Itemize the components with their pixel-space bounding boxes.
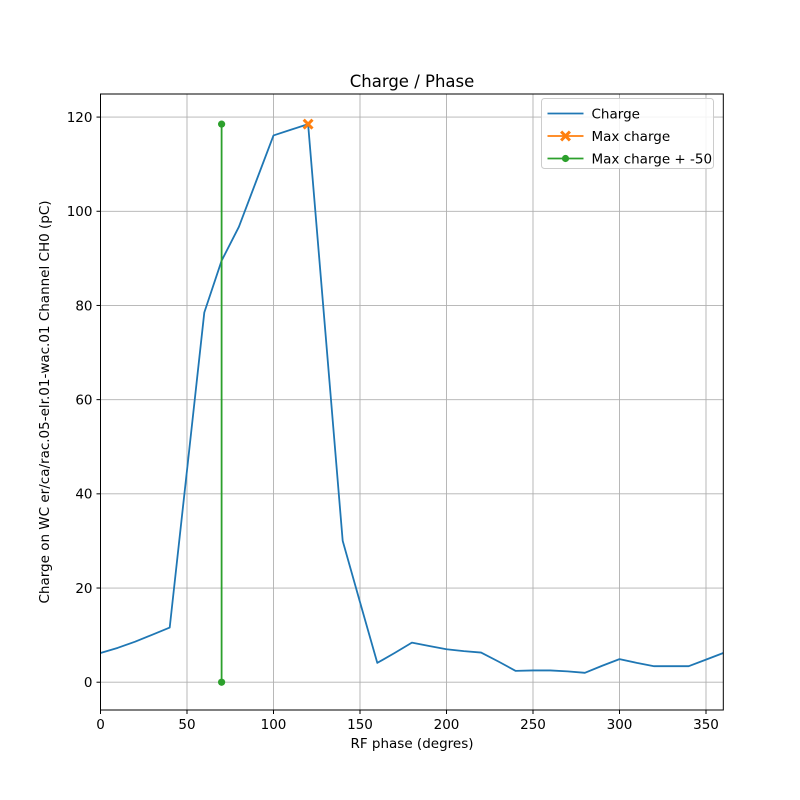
y-tick-label: 80 [75, 298, 92, 314]
data-point-marker [218, 678, 226, 686]
legend-row: Max charge [547, 129, 671, 145]
series-line [100, 123, 724, 674]
series-max-charge [302, 118, 314, 130]
gridlines [100, 94, 724, 710]
data-point-marker [302, 118, 314, 130]
x-ticks: 0 50 100 150 200 250 300 350 [96, 710, 719, 733]
data-point-marker [218, 120, 226, 128]
legend-swatch-marker [561, 154, 570, 163]
legend-label: Max charge [592, 129, 671, 145]
y-tick-label: 100 [67, 204, 93, 220]
x-tick-label: 100 [261, 717, 287, 733]
y-tick-label: 20 [75, 581, 92, 597]
x-tick-label: 150 [347, 717, 373, 733]
x-tick-label: 250 [520, 717, 546, 733]
legend-swatch-marker [560, 130, 571, 142]
legend-row: Charge [547, 106, 640, 122]
y-tick-label: 120 [67, 110, 93, 126]
legend: Charge Max charge Max charge + -50 [541, 98, 714, 169]
legend-label: Max charge + -50 [592, 151, 713, 167]
y-tick-label: 60 [75, 392, 92, 408]
data-series [100, 118, 724, 686]
y-tick-label: 0 [84, 675, 93, 691]
series-max-charge-50 [218, 120, 226, 686]
x-tick-label: 350 [693, 717, 719, 733]
chart-title: Charge / Phase [350, 72, 475, 91]
x-tick-label: 300 [607, 717, 633, 733]
y-axis-label: Charge on WC er/ca/rac.05-elr.01-wac.01 … [37, 200, 53, 603]
axes-frame [100, 93, 724, 711]
legend-row: Max charge + -50 [547, 151, 713, 167]
x-tick-label: 50 [178, 717, 195, 733]
x-tick-label: 200 [434, 717, 460, 733]
legend-box [541, 98, 714, 169]
series-charge [100, 123, 724, 674]
legend-label: Charge [592, 106, 640, 122]
y-tick-label: 40 [75, 487, 92, 503]
x-tick-label: 0 [96, 717, 105, 733]
y-ticks: 0 20 40 60 80 100 120 [67, 110, 101, 691]
x-axis-label: RF phase (degres) [350, 736, 473, 752]
